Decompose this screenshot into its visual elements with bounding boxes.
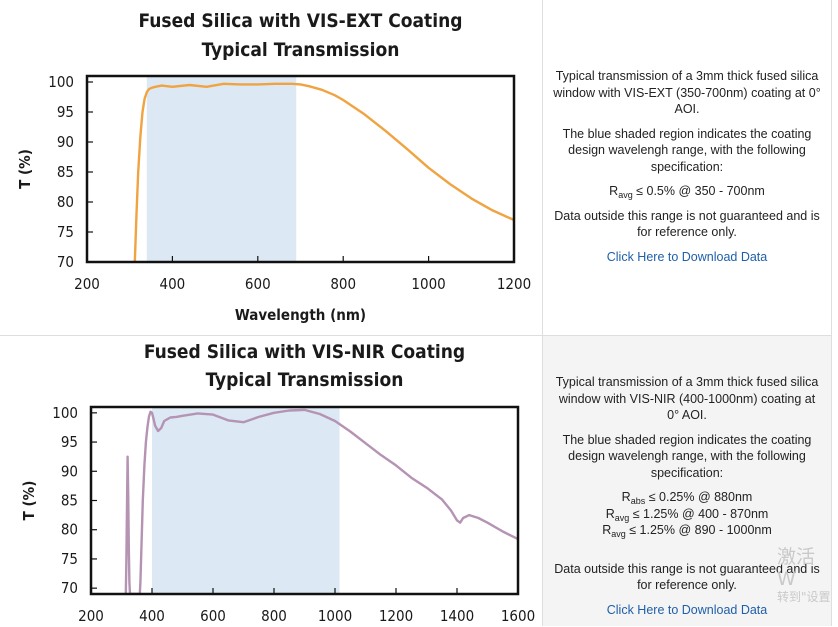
- y-tick-label: 75: [57, 223, 74, 241]
- info-panel-vis-ext: Typical transmission of a 3mm thick fuse…: [543, 68, 831, 273]
- y-tick-label: 85: [61, 492, 78, 510]
- chart-cell-vis-nir: Fused Silica with VIS-NIR Coating Typical…: [0, 336, 543, 626]
- x-tick-label: 200: [78, 607, 104, 625]
- spec-line: Ravg ≤ 1.25% @ 890 - 1000nm: [602, 523, 772, 539]
- x-tick-label: 400: [160, 275, 186, 293]
- y-tick-label: 75: [61, 550, 78, 568]
- x-axis-label: Wavelength (nm): [235, 306, 366, 324]
- activation-watermark: 激活 W 转到"设置: [777, 546, 838, 604]
- x-tick-label: 1000: [411, 275, 445, 293]
- product-row-vis-nir: Fused Silica with VIS-NIR Coating Typical…: [0, 335, 838, 626]
- x-tick-label: 600: [200, 607, 226, 625]
- chart-subtitle: Typical Transmission: [202, 39, 400, 61]
- transmission-curve: [133, 82, 514, 262]
- y-tick-label: 95: [57, 103, 74, 121]
- spec-line: Ravg ≤ 0.5% @ 350 - 700nm: [609, 184, 765, 200]
- shaded-region-note: The blue shaded region indicates the coa…: [562, 126, 812, 174]
- coating-design-range: [152, 407, 340, 594]
- x-tick-label: 800: [330, 275, 356, 293]
- chart-cell-vis-ext: Fused Silica with VIS-EXT Coating Typical…: [0, 0, 543, 335]
- transmission-curve: [124, 408, 518, 594]
- y-tick-label: 100: [52, 404, 78, 422]
- disclaimer-text: Data outside this range is not guarantee…: [554, 561, 820, 593]
- y-tick-label: 90: [57, 133, 74, 151]
- x-tick-label: 1400: [440, 607, 474, 625]
- x-tick-label: 1200: [379, 607, 413, 625]
- plot-frame: [85, 74, 516, 264]
- spec-line: Ravg ≤ 1.25% @ 400 - 870nm: [605, 506, 769, 523]
- description-text: Typical transmission of a 3mm thick fuse…: [555, 375, 819, 422]
- y-tick-label: 70: [61, 579, 78, 597]
- y-tick-label: 80: [61, 521, 78, 539]
- spec-line: Rabs ≤ 0.25% @ 880nm: [621, 490, 753, 506]
- watermark-line-2: 转到"设置: [777, 590, 831, 604]
- x-tick-label: 1200: [497, 275, 531, 293]
- download-data-link[interactable]: Click Here to Download Data: [606, 602, 768, 617]
- specification-list: Rabs ≤ 0.25% @ 880nm Ravg ≤ 1.25% @ 400 -…: [553, 489, 821, 539]
- right-edge-divider: [831, 0, 838, 626]
- download-data-link[interactable]: Click Here to Download Data: [606, 249, 768, 264]
- y-tick-label: 80: [57, 193, 74, 211]
- chart-vis-ext: Fused Silica with VIS-EXT Coating Typical…: [16, 10, 531, 324]
- y-tick-label: 95: [61, 433, 78, 451]
- product-row-vis-ext: Fused Silica with VIS-EXT Coating Typical…: [0, 0, 831, 335]
- x-tick-label: 200: [74, 275, 100, 293]
- info-cell-vis-ext: Typical transmission of a 3mm thick fuse…: [543, 0, 831, 335]
- x-tick-label: 600: [245, 275, 271, 293]
- chart-title: Fused Silica with VIS-NIR Coating: [144, 341, 465, 363]
- y-axis-label: T (%): [16, 149, 34, 189]
- info-panel-vis-nir: Typical transmission of a 3mm thick fuse…: [543, 374, 831, 626]
- coating-design-range: [146, 76, 297, 262]
- description-text: Typical transmission of a 3mm thick fuse…: [553, 69, 821, 116]
- x-tick-label: 1000: [318, 607, 352, 625]
- y-tick-label: 100: [48, 73, 74, 91]
- chart-title: Fused Silica with VIS-EXT Coating: [138, 10, 462, 32]
- x-tick-label: 800: [261, 607, 287, 625]
- y-axis-label: T (%): [20, 481, 38, 521]
- specification-list: Ravg ≤ 0.5% @ 350 - 700nm: [553, 183, 821, 200]
- y-tick-label: 70: [57, 253, 74, 271]
- x-tick-label: 400: [139, 607, 165, 625]
- y-tick-label: 90: [61, 462, 78, 480]
- x-tick-label: 1600: [501, 607, 535, 625]
- chart-vis-nir: Fused Silica with VIS-NIR Coating Typical…: [20, 341, 535, 625]
- shaded-region-note: The blue shaded region indicates the coa…: [562, 432, 812, 480]
- info-cell-vis-nir: Typical transmission of a 3mm thick fuse…: [543, 336, 831, 626]
- chart-subtitle: Typical Transmission: [206, 369, 404, 391]
- disclaimer-text: Data outside this range is not guarantee…: [554, 208, 820, 240]
- watermark-line-1: 激活 W: [777, 546, 816, 590]
- y-tick-label: 85: [57, 163, 74, 181]
